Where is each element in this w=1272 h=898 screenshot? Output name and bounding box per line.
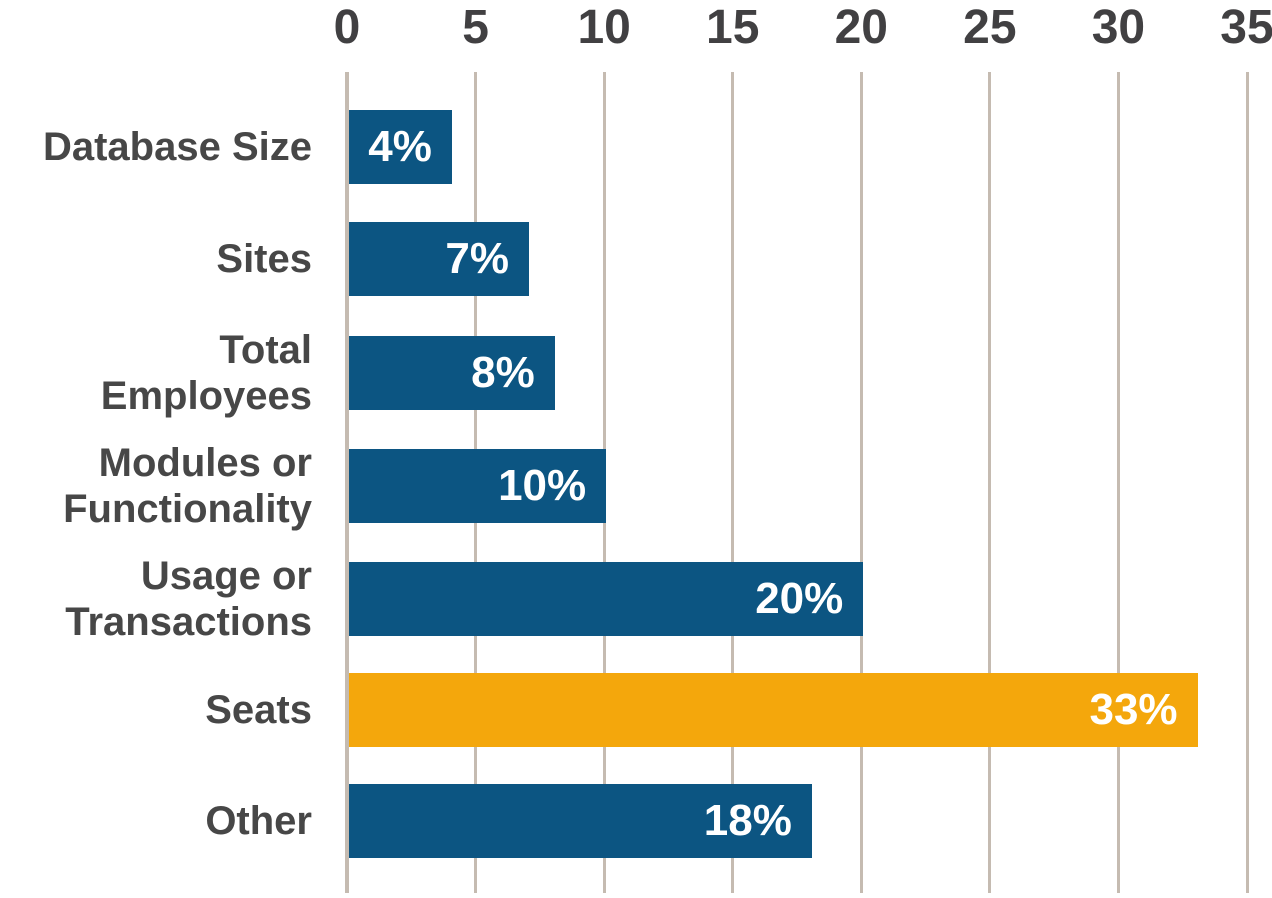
bar-value-label: 33% bbox=[1089, 685, 1178, 734]
x-axis-tick-10: 10 bbox=[577, 1, 631, 54]
bar-seats: 33% bbox=[349, 673, 1198, 747]
category-label-usage-or-transactions: Usage or Transactions bbox=[65, 554, 312, 644]
gridline-20 bbox=[859, 72, 863, 893]
gridline-25 bbox=[988, 72, 992, 893]
bar-value-label: 4% bbox=[368, 122, 432, 171]
bar-value-label: 8% bbox=[471, 348, 535, 397]
x-axis-tick-35: 35 bbox=[1220, 1, 1272, 54]
bar-usage-or-transactions: 20% bbox=[349, 562, 864, 636]
bar-other: 18% bbox=[349, 784, 812, 858]
bar-sites: 7% bbox=[349, 222, 529, 296]
x-axis-tick-30: 30 bbox=[1091, 1, 1146, 54]
bar-value-label: 10% bbox=[498, 461, 587, 510]
category-label-total-employees: Total Employees bbox=[100, 328, 312, 418]
category-label-modules-or-functionality: Modules or Functionality bbox=[63, 441, 312, 531]
gridline-35 bbox=[1245, 72, 1249, 893]
category-label-sites: Sites bbox=[216, 237, 312, 281]
x-axis-tick-0: 0 bbox=[333, 1, 361, 54]
bar-value-label: 18% bbox=[703, 796, 792, 845]
gridline-15 bbox=[731, 72, 735, 893]
bar-value-label: 20% bbox=[755, 574, 844, 623]
category-label-database-size: Database Size bbox=[42, 125, 312, 169]
bar-value-label: 7% bbox=[445, 234, 509, 283]
x-axis-tick-5: 5 bbox=[462, 1, 489, 54]
gridline-0 bbox=[345, 72, 349, 893]
gridline-30 bbox=[1116, 72, 1120, 893]
bar-database-size: 4% bbox=[349, 110, 452, 184]
x-axis-tick-25: 25 bbox=[963, 1, 1017, 54]
x-axis-tick-20: 20 bbox=[834, 1, 888, 54]
x-axis-tick-15: 15 bbox=[706, 1, 760, 54]
category-label-seats: Seats bbox=[205, 688, 312, 732]
bar-modules-or-functionality: 10% bbox=[349, 449, 607, 523]
bar-total-employees: 8% bbox=[349, 336, 555, 410]
category-label-other: Other bbox=[205, 799, 312, 843]
